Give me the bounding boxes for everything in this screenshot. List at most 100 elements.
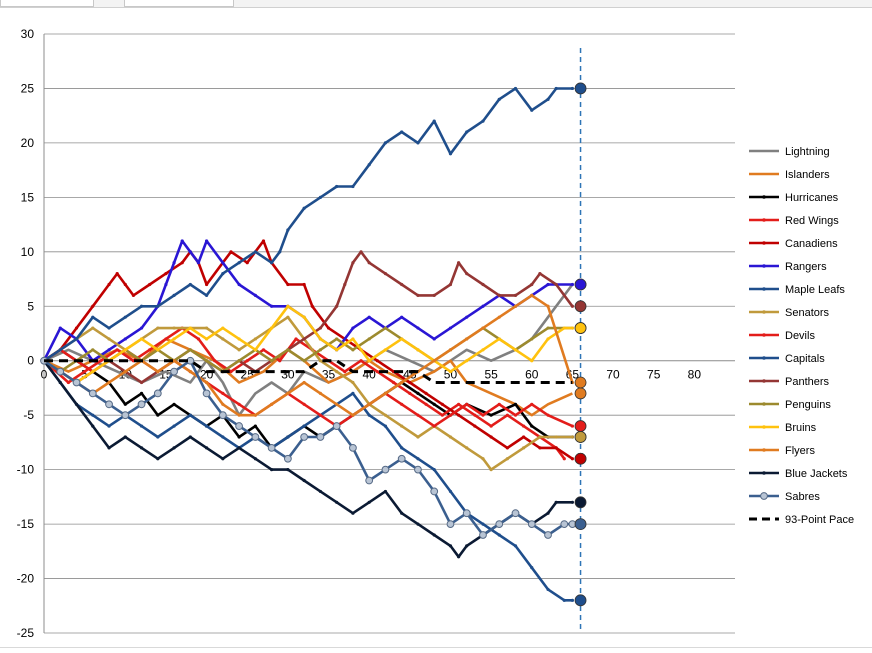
data-point	[570, 86, 575, 91]
data-point	[58, 380, 62, 385]
data-point	[253, 348, 257, 352]
legend-label: Rangers	[785, 261, 827, 273]
data-point	[286, 282, 290, 287]
data-point	[465, 272, 469, 276]
data-point	[505, 413, 509, 417]
data-point	[367, 359, 371, 363]
y-tick-label: -5	[23, 408, 34, 422]
y-tick-label: -20	[17, 572, 35, 586]
data-point	[554, 282, 558, 287]
data-point	[237, 359, 241, 363]
y-tick-label: 30	[21, 27, 35, 41]
data-point	[381, 465, 390, 474]
data-point	[188, 370, 192, 374]
series-line-rangers	[42, 239, 573, 363]
data-point	[495, 520, 504, 528]
y-tick-label: 25	[21, 81, 35, 95]
x-tick-label: 50	[444, 368, 458, 382]
data-point	[546, 97, 550, 101]
data-point	[343, 370, 347, 374]
data-point	[221, 261, 225, 265]
data-point	[570, 326, 575, 330]
legend-marker	[762, 264, 766, 268]
y-tick-label: 20	[21, 136, 35, 150]
data-point	[400, 511, 404, 515]
data-point	[367, 500, 371, 504]
data-point	[237, 261, 241, 265]
sheet-tab[interactable]	[124, 0, 234, 7]
data-point	[481, 304, 485, 308]
legend-marker	[762, 402, 766, 406]
islanders-logo	[574, 387, 587, 400]
data-point	[448, 413, 453, 417]
capitals-logo	[574, 82, 587, 95]
data-point	[123, 402, 127, 406]
x-tick-label: 30	[281, 368, 295, 382]
data-point	[156, 413, 160, 417]
data-point	[58, 348, 62, 352]
data-point	[286, 391, 290, 395]
chart-legend: Lightning Islanders Hurricanes Red Wings Can…	[749, 146, 854, 526]
data-point	[530, 359, 534, 363]
data-point	[121, 411, 130, 420]
data-point	[457, 402, 461, 406]
data-point	[383, 272, 388, 276]
bruins-logo	[574, 322, 587, 334]
data-point	[204, 293, 209, 297]
data-point	[164, 272, 168, 276]
data-point	[253, 250, 257, 254]
data-point	[446, 520, 455, 528]
data-point	[432, 533, 436, 537]
data-point	[286, 228, 290, 232]
data-point	[505, 457, 509, 461]
data-point	[278, 359, 282, 363]
data-point	[522, 435, 526, 439]
data-point	[351, 337, 355, 341]
data-point	[237, 413, 241, 417]
data-point	[457, 555, 461, 559]
data-point	[107, 446, 111, 450]
data-point	[316, 433, 325, 441]
data-point	[513, 402, 518, 406]
data-point	[172, 326, 176, 330]
x-tick-label: 5	[81, 368, 88, 382]
data-point	[530, 108, 534, 112]
data-point	[481, 457, 485, 461]
data-point	[432, 293, 436, 297]
data-point	[229, 370, 233, 374]
data-point	[430, 487, 439, 496]
data-point	[570, 282, 575, 287]
sheet-tab[interactable]	[0, 0, 94, 7]
data-point	[107, 424, 111, 428]
data-point	[530, 424, 534, 428]
data-point	[513, 86, 518, 91]
data-point	[351, 348, 355, 352]
data-point	[270, 359, 274, 363]
data-point	[335, 337, 339, 341]
legend-label: Blue Jackets	[785, 468, 848, 480]
data-point	[408, 391, 412, 395]
data-point	[448, 370, 453, 374]
y-tick-label: -15	[17, 517, 35, 531]
data-point	[479, 531, 487, 539]
rangers-logo	[574, 278, 587, 291]
data-point	[261, 348, 266, 352]
data-point	[123, 370, 127, 374]
data-point	[465, 544, 469, 548]
data-point	[424, 391, 428, 395]
data-point	[270, 326, 274, 330]
data-point	[204, 380, 209, 385]
data-point	[253, 337, 257, 341]
x-tick-label: 0	[41, 368, 48, 382]
data-point	[204, 239, 209, 243]
data-point	[318, 359, 322, 363]
y-tick-label: 5	[27, 299, 34, 313]
data-point	[172, 424, 176, 428]
data-point	[294, 337, 298, 341]
data-point	[302, 402, 306, 406]
data-point	[139, 337, 144, 341]
canadiens-logo	[574, 452, 587, 465]
data-point	[481, 326, 485, 330]
data-point	[172, 261, 176, 265]
data-point	[489, 468, 493, 472]
